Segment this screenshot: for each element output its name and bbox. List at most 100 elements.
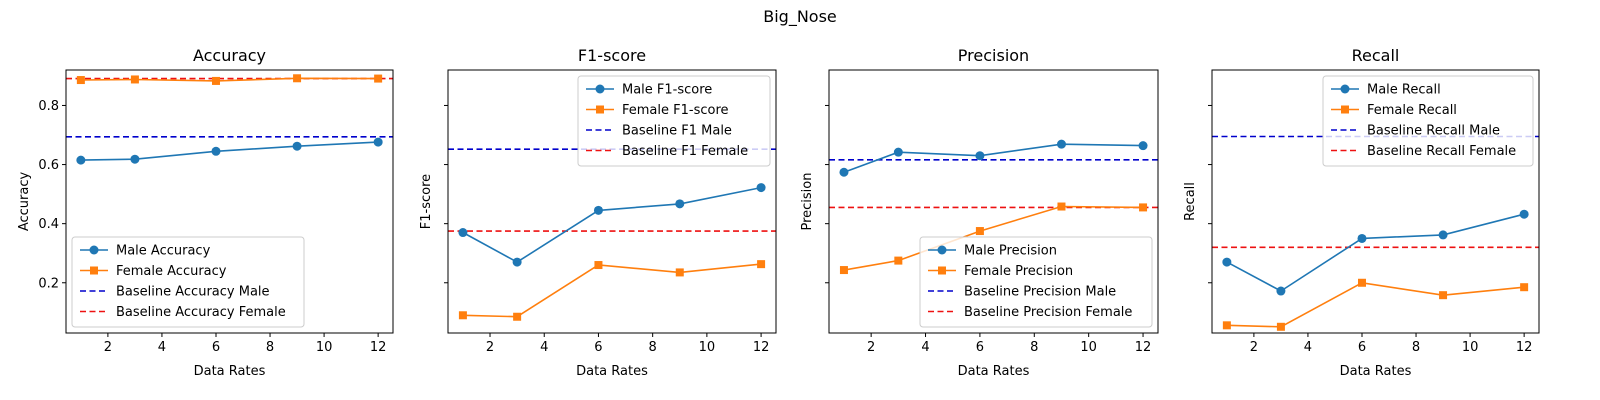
data-point xyxy=(594,261,603,270)
legend: Male Precision Female Precision Baseline P… xyxy=(919,236,1153,328)
legend-label: Baseline F1 Male xyxy=(622,124,732,139)
data-point xyxy=(1357,278,1366,287)
legend-marker xyxy=(89,245,99,255)
legend-label: Baseline Precision Female xyxy=(964,305,1132,320)
data-point xyxy=(893,147,903,157)
x-axis-label: Data Rates xyxy=(194,364,266,379)
legend: Male Recall Female Recall Baseline Recall … xyxy=(1322,75,1534,167)
data-point xyxy=(292,141,302,151)
y-tick-label: 0.6 xyxy=(38,158,59,173)
legend-marker xyxy=(937,245,947,255)
x-tick-label: 6 xyxy=(1358,340,1366,355)
data-point xyxy=(1439,291,1448,300)
data-point xyxy=(975,151,985,161)
data-point xyxy=(1138,141,1148,151)
legend-label: Baseline F1 Female xyxy=(622,144,748,159)
legend-frame xyxy=(577,75,771,167)
data-point xyxy=(756,183,766,193)
legend: Male F1-score Female F1-score Baseline F1 … xyxy=(577,75,771,167)
legend-label: Baseline Accuracy Female xyxy=(116,305,286,320)
data-point xyxy=(1222,257,1232,267)
x-axis-label: Data Rates xyxy=(958,364,1030,379)
x-tick-label: 12 xyxy=(1516,340,1533,355)
legend: Male Accuracy Female Accuracy Baseline Acc… xyxy=(71,236,305,328)
subplot-title: Recall xyxy=(1352,46,1400,65)
data-point xyxy=(1139,203,1148,212)
legend-marker xyxy=(938,266,946,275)
x-tick-label: 2 xyxy=(867,340,875,355)
x-tick-label: 10 xyxy=(699,340,716,355)
data-point xyxy=(975,227,984,236)
data-point xyxy=(211,76,220,85)
x-axis-label: Data Rates xyxy=(1340,364,1412,379)
legend-label: Male Accuracy xyxy=(116,244,211,259)
legend-label: Male Precision xyxy=(964,244,1057,259)
x-tick-label: 6 xyxy=(212,340,220,355)
x-tick-label: 12 xyxy=(1135,340,1152,355)
axes-frame xyxy=(1211,69,1540,334)
y-axis-label: F1-score xyxy=(419,174,434,229)
data-point xyxy=(458,228,468,238)
axes-frame xyxy=(65,69,394,334)
x-tick-label: 2 xyxy=(486,340,494,355)
legend-frame xyxy=(919,236,1153,328)
x-tick-label: 12 xyxy=(370,340,387,355)
data-point xyxy=(513,312,522,321)
data-point xyxy=(675,268,684,277)
x-tick-label: 8 xyxy=(266,340,274,355)
data-point xyxy=(757,260,766,269)
legend-label: Female F1-score xyxy=(622,103,729,118)
x-tick-label: 4 xyxy=(1304,340,1312,355)
legend-frame xyxy=(1322,75,1534,167)
legend-label: Male Recall xyxy=(1367,83,1441,98)
legend-marker xyxy=(596,105,604,114)
y-axis-label: Accuracy xyxy=(17,172,32,232)
x-tick-label: 10 xyxy=(1462,340,1479,355)
legend-label: Baseline Accuracy Male xyxy=(116,285,270,300)
figure-suptitle: Big_Nose xyxy=(763,7,837,27)
y-tick-label: 0.8 xyxy=(38,99,59,114)
data-point xyxy=(293,74,302,83)
y-tick-label: 0.4 xyxy=(38,217,59,232)
x-tick-label: 4 xyxy=(921,340,929,355)
data-point xyxy=(76,155,86,165)
x-tick-label: 2 xyxy=(1250,340,1258,355)
data-point xyxy=(675,199,685,209)
x-tick-label: 2 xyxy=(104,340,112,355)
data-point xyxy=(76,76,85,85)
data-point xyxy=(1057,202,1066,211)
x-tick-label: 4 xyxy=(540,340,548,355)
legend-label: Baseline Recall Male xyxy=(1367,124,1500,139)
subplot-2: Precision 2 4 6 8 10 12 Data Rates Precision Male… xyxy=(800,46,1159,379)
data-point xyxy=(373,137,383,147)
data-point xyxy=(130,75,139,84)
legend-frame xyxy=(71,236,305,328)
x-tick-label: 10 xyxy=(1080,340,1097,355)
legend-label: Baseline Recall Female xyxy=(1367,144,1516,159)
legend-label: Female Precision xyxy=(964,264,1073,279)
x-tick-label: 8 xyxy=(1030,340,1038,355)
data-point xyxy=(839,266,848,275)
data-point xyxy=(458,311,467,320)
legend-marker xyxy=(595,84,605,94)
legend-marker xyxy=(1340,84,1350,94)
data-point xyxy=(1357,233,1367,243)
data-point xyxy=(130,154,140,164)
x-tick-label: 8 xyxy=(1412,340,1420,355)
subplot-title: Precision xyxy=(958,46,1029,65)
data-point xyxy=(1222,321,1231,330)
legend-marker xyxy=(1341,105,1349,114)
data-point xyxy=(1056,139,1066,149)
data-point xyxy=(1520,283,1529,292)
y-tick-label: 0.2 xyxy=(38,276,59,291)
subplot-1: F1-score 2 4 6 8 10 12 Data Rates F1-score Male F… xyxy=(419,46,777,379)
subplot-0: Accuracy 2 4 6 8 10 12 0.2 0.4 0.6 0.8 Data Rates Ac… xyxy=(17,46,394,379)
subplot-title: F1-score xyxy=(578,46,646,65)
x-tick-label: 8 xyxy=(649,340,657,355)
data-point xyxy=(839,167,849,177)
legend-label: Female Accuracy xyxy=(116,264,227,279)
data-point xyxy=(512,257,522,267)
data-point xyxy=(211,146,221,156)
x-tick-label: 6 xyxy=(594,340,602,355)
